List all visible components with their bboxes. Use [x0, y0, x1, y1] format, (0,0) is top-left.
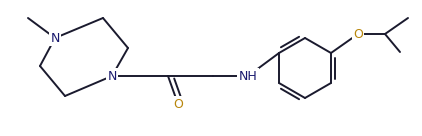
Text: N: N: [107, 69, 117, 83]
Text: O: O: [353, 27, 363, 41]
Text: O: O: [173, 98, 183, 110]
Text: N: N: [50, 32, 60, 44]
Text: NH: NH: [238, 69, 257, 83]
